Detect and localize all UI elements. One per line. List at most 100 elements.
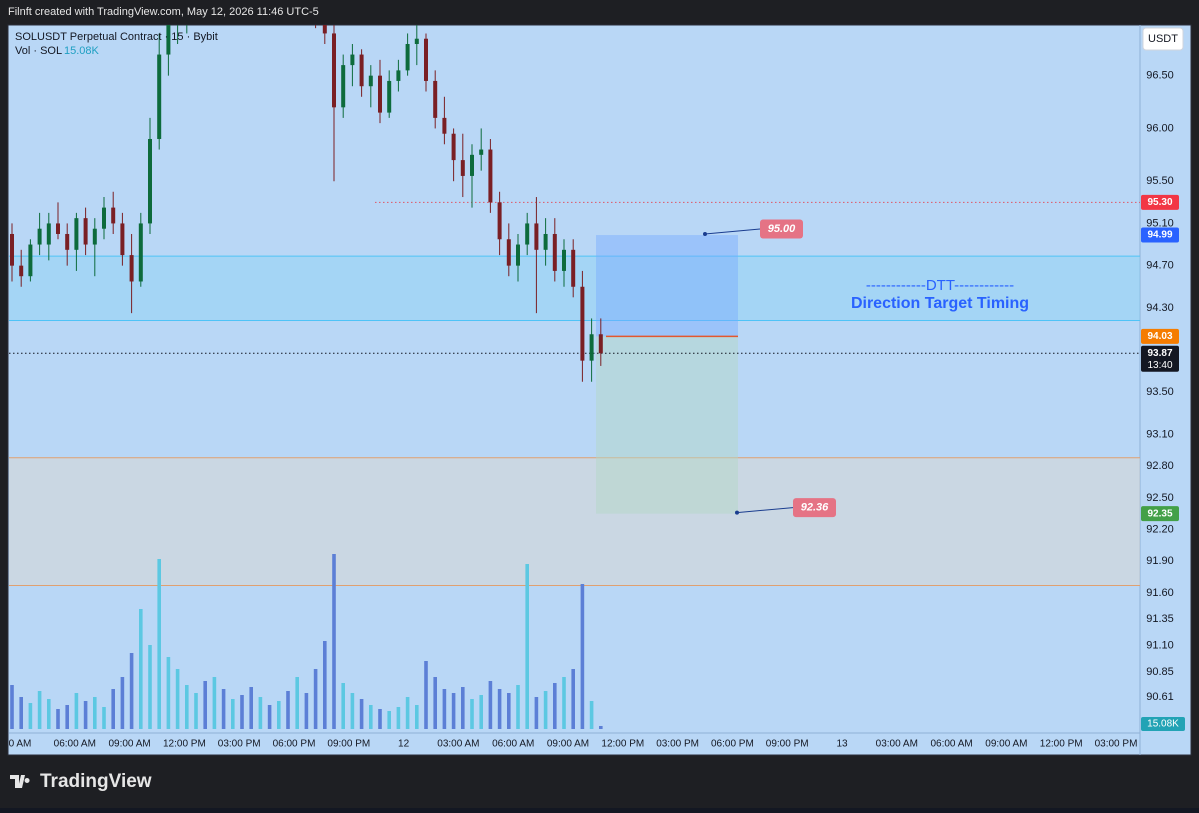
candle-body (396, 70, 401, 81)
volume-bar (212, 677, 217, 729)
volume-bar (166, 657, 171, 729)
volume-bar (286, 691, 290, 729)
x-tick-label: 03:00 PM (218, 739, 261, 750)
volume-bar (93, 697, 97, 729)
volume-bar (433, 677, 437, 729)
price-badge (1141, 506, 1179, 522)
currency-label[interactable]: USDT (1148, 33, 1178, 45)
volume-bar (534, 697, 539, 729)
x-tick-label: 06:00 AM (492, 739, 534, 750)
volume-bar (194, 693, 198, 729)
zone (9, 457, 1140, 586)
y-tick-label: 94.30 (1146, 302, 1174, 314)
price-badge-label: 93.87 (1147, 348, 1172, 359)
logo (10, 775, 30, 788)
volume-bar (479, 695, 483, 729)
volume-bar (323, 641, 327, 729)
overlay: 95.00 92.36 ------------DTT------------Dir… (703, 219, 1029, 518)
candle-body (506, 239, 511, 266)
volume-bar (221, 689, 226, 729)
volume-bar (10, 685, 14, 729)
volume-bar (387, 711, 391, 729)
price-badge (1141, 345, 1179, 372)
candle-body (433, 80, 438, 118)
candle-body (460, 160, 465, 176)
annotation-connector (704, 228, 761, 235)
volume-bar (461, 687, 465, 729)
volume-bar (589, 701, 594, 729)
candle-body (359, 54, 364, 87)
annotation-box (760, 219, 803, 239)
x-tick-label: 06:00 AM (54, 739, 96, 750)
dtt-title: Direction Target Timing (851, 295, 1029, 312)
target-box (596, 235, 738, 337)
volume-bar (470, 699, 474, 729)
x-tick-label: 0 AM (9, 739, 32, 750)
volume-bar (525, 564, 529, 729)
candle-body (148, 138, 152, 224)
currency-button[interactable] (1142, 27, 1184, 51)
y-tick-label: 92.80 (1146, 460, 1174, 472)
y-tick-label: 90.61 (1146, 691, 1174, 703)
x-tick-label: 09:00 AM (108, 739, 150, 750)
price-badge-label: 92.35 (1147, 508, 1172, 519)
candle-body (562, 249, 566, 271)
price-badge (1141, 227, 1179, 243)
candle-body (10, 233, 14, 266)
y-tick-label: 96.00 (1146, 122, 1174, 134)
candle-body (157, 54, 162, 139)
volume-bar (47, 699, 51, 729)
candle-body (589, 334, 594, 361)
volume-bar (120, 677, 125, 729)
volume-bar (405, 697, 410, 729)
y-tick-label: 90.85 (1146, 666, 1174, 678)
y-tick-label: 93.10 (1146, 428, 1174, 440)
volume-bar (148, 645, 152, 729)
volume-bar (497, 689, 502, 729)
volume-bar (571, 669, 575, 729)
countdown: 13:40 (1147, 360, 1172, 371)
volume-bar (102, 707, 106, 729)
header: Filnft created with TradingView.com, May… (8, 6, 319, 18)
x-tick-label: 03:00 PM (656, 739, 699, 750)
volume-bar (56, 709, 60, 729)
candle-body (488, 149, 493, 203)
candle-body (74, 218, 79, 250)
volume-bar (157, 559, 161, 729)
candle-body (129, 255, 134, 282)
candle-body (414, 38, 419, 44)
price-badge-label: 95.30 (1147, 197, 1172, 208)
y-tick-label: 91.60 (1146, 587, 1174, 599)
x-tick-label: 06:00 PM (711, 739, 754, 750)
price-badge-label: 94.99 (1147, 230, 1172, 241)
candle-body (37, 228, 42, 245)
candle-body (424, 38, 428, 81)
annotation-anchor (703, 231, 707, 236)
volume-bar (599, 725, 603, 729)
y-tick-label: 94.70 (1146, 260, 1174, 272)
candle-body (497, 202, 502, 240)
volume-bar (277, 701, 281, 729)
x-tick-label: 09:00 PM (327, 739, 370, 750)
volume-bar (111, 689, 115, 729)
candle-body (571, 249, 576, 287)
candle-body (350, 54, 355, 66)
y-tick-label: 95.10 (1146, 217, 1174, 229)
candle-body (46, 223, 51, 245)
volume-bar (442, 689, 447, 729)
candle-body (92, 228, 97, 245)
candle-body (598, 334, 603, 354)
annotation-box (793, 498, 836, 518)
volume-bar (295, 677, 299, 729)
candle-body (534, 223, 539, 250)
volume-bar (37, 691, 42, 729)
volume-bar (332, 554, 336, 729)
candle-body (166, 25, 171, 55)
candle-body (387, 80, 392, 113)
x-tick-label: 09:00 AM (547, 739, 589, 750)
candle-body (65, 233, 70, 250)
annotation-label: 95.00 (768, 223, 796, 235)
volume-bar (304, 693, 309, 729)
candle-body (111, 207, 116, 224)
